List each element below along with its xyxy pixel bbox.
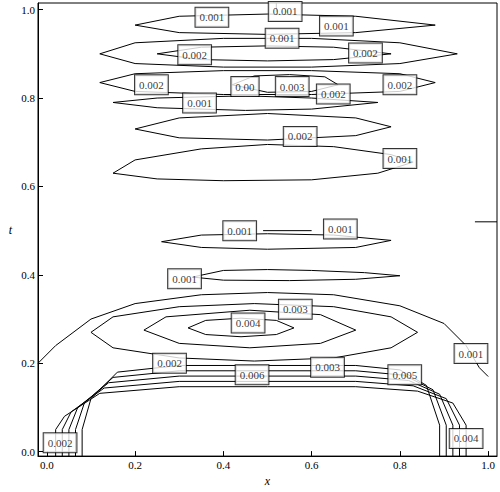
svg-text:0.001: 0.001 (273, 5, 298, 17)
svg-text:0.001: 0.001 (227, 225, 252, 237)
svg-text:0.8: 0.8 (21, 92, 35, 104)
svg-text:0.001: 0.001 (328, 223, 353, 235)
svg-text:0.001: 0.001 (200, 11, 225, 23)
svg-text:0.003: 0.003 (315, 361, 340, 373)
svg-text:0.004: 0.004 (236, 317, 261, 329)
svg-text:0.002: 0.002 (288, 130, 313, 142)
svg-text:0.0: 0.0 (40, 459, 54, 471)
svg-text:0.001: 0.001 (324, 20, 349, 32)
svg-text:0.002: 0.002 (48, 437, 73, 449)
svg-text:0.002: 0.002 (321, 88, 346, 100)
svg-text:0.8: 0.8 (393, 459, 407, 471)
svg-text:1.0: 1.0 (481, 459, 495, 471)
svg-text:0.4: 0.4 (216, 459, 230, 471)
svg-text:0.0: 0.0 (21, 446, 35, 458)
svg-text:0.00: 0.00 (235, 81, 255, 93)
svg-text:x: x (264, 474, 271, 488)
svg-text:0.2: 0.2 (21, 357, 35, 369)
svg-text:0.001: 0.001 (187, 97, 212, 109)
svg-text:0.002: 0.002 (388, 79, 413, 91)
svg-text:0.2: 0.2 (128, 459, 142, 471)
svg-text:0.002: 0.002 (139, 79, 164, 91)
svg-text:0.001: 0.001 (388, 153, 413, 165)
svg-text:0.6: 0.6 (21, 180, 35, 192)
svg-text:0.003: 0.003 (280, 81, 305, 93)
svg-text:0.006: 0.006 (240, 369, 265, 381)
svg-text:0.005: 0.005 (392, 369, 417, 381)
svg-text:0.003: 0.003 (283, 303, 308, 315)
svg-text:0.4: 0.4 (21, 269, 35, 281)
svg-text:0.002: 0.002 (157, 357, 182, 369)
svg-text:0.002: 0.002 (182, 49, 207, 61)
svg-text:0.001: 0.001 (459, 348, 484, 360)
svg-text:1.0: 1.0 (21, 4, 35, 16)
svg-text:0.002: 0.002 (353, 47, 378, 59)
svg-text:0.001: 0.001 (270, 32, 295, 44)
svg-text:0.6: 0.6 (305, 459, 319, 471)
svg-text:0.001: 0.001 (172, 273, 197, 285)
svg-text:t: t (9, 223, 13, 237)
svg-text:0.004: 0.004 (454, 432, 479, 444)
